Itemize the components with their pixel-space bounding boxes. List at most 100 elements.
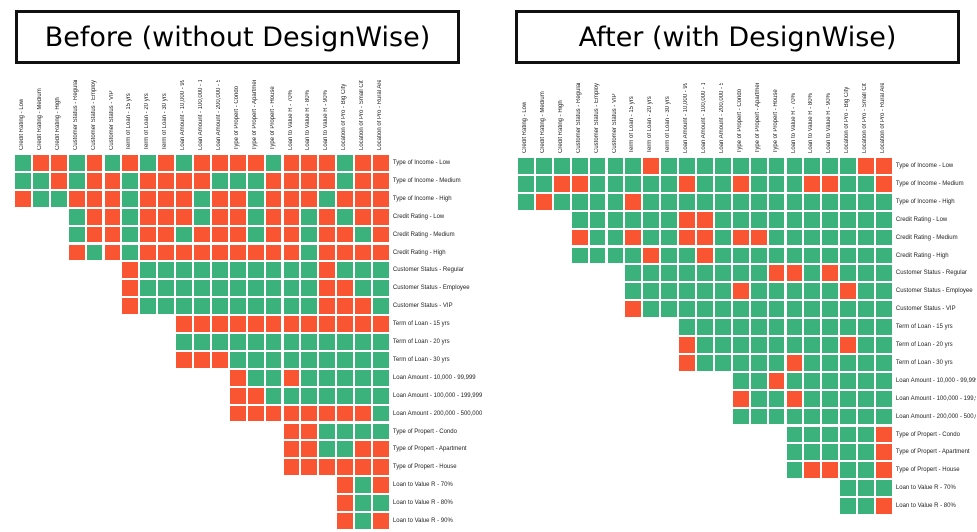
cell-covered bbox=[857, 461, 875, 480]
cell-covered bbox=[713, 246, 732, 265]
cell-covered bbox=[839, 264, 858, 283]
row-label: Customer Status - Employee bbox=[392, 285, 470, 292]
cell-conflict bbox=[157, 171, 176, 190]
cell-covered bbox=[318, 368, 337, 387]
column-label: Loan to Value R - 80% bbox=[305, 90, 312, 150]
cell-conflict bbox=[821, 174, 840, 193]
row-label: Loan to Value R - 70% bbox=[895, 485, 956, 492]
cell-conflict bbox=[534, 192, 553, 211]
cell-covered bbox=[749, 407, 768, 426]
cell-conflict bbox=[264, 171, 283, 190]
cell-conflict bbox=[785, 353, 804, 372]
cell-covered bbox=[139, 261, 158, 280]
cell-covered bbox=[660, 282, 679, 301]
row-label: Type of Income - Low bbox=[895, 163, 954, 169]
cell-covered bbox=[354, 512, 372, 530]
cell-conflict bbox=[696, 246, 714, 265]
cell-covered bbox=[875, 318, 893, 336]
cell-covered bbox=[372, 279, 390, 298]
cell-conflict bbox=[372, 243, 390, 262]
cell-conflict bbox=[731, 174, 750, 193]
cell-covered bbox=[139, 279, 158, 298]
cell-covered bbox=[857, 336, 875, 354]
cell-covered bbox=[767, 407, 786, 426]
cell-conflict bbox=[300, 315, 319, 333]
cell-conflict bbox=[318, 297, 337, 316]
cell-covered bbox=[282, 386, 301, 405]
cell-conflict bbox=[678, 174, 696, 193]
cell-conflict bbox=[372, 315, 390, 333]
cell-conflict bbox=[103, 243, 122, 262]
cell-conflict bbox=[749, 228, 768, 247]
cell-covered bbox=[857, 228, 875, 247]
cell-covered bbox=[839, 497, 858, 515]
cell-conflict bbox=[372, 154, 390, 172]
cell-covered bbox=[731, 336, 750, 354]
cell-conflict bbox=[354, 154, 372, 172]
row-label: Term of Loan - 30 yrs bbox=[895, 359, 953, 366]
column-label: Loan to Value R - 80% bbox=[808, 93, 815, 153]
cell-conflict bbox=[785, 389, 804, 408]
cell-covered bbox=[246, 261, 265, 280]
cell-conflict bbox=[336, 512, 355, 530]
cell-covered bbox=[354, 422, 372, 441]
cell-covered bbox=[300, 261, 319, 280]
cell-conflict bbox=[354, 440, 372, 459]
cell-covered bbox=[282, 297, 301, 316]
cell-conflict bbox=[282, 440, 301, 459]
cell-conflict bbox=[121, 279, 140, 298]
row-label: Loan to Value R - 80% bbox=[895, 503, 956, 510]
cell-conflict bbox=[875, 461, 893, 480]
cell-covered bbox=[246, 368, 265, 387]
cell-conflict bbox=[228, 315, 247, 333]
cell-conflict bbox=[803, 461, 822, 480]
cell-covered bbox=[713, 282, 732, 301]
cell-covered bbox=[246, 225, 265, 244]
cell-covered bbox=[749, 389, 768, 408]
cell-conflict bbox=[282, 458, 301, 477]
cell-conflict bbox=[193, 243, 211, 262]
cell-covered bbox=[803, 318, 822, 336]
cell-covered bbox=[749, 353, 768, 372]
cell-covered bbox=[606, 246, 625, 265]
row-label: Loan Amount - 10,000 - 99,999 bbox=[895, 377, 976, 384]
cell-conflict bbox=[731, 282, 750, 301]
cell-covered bbox=[336, 207, 355, 226]
cell-conflict bbox=[318, 207, 337, 226]
cell-covered bbox=[767, 228, 786, 247]
column-label: Credit Rating - Medium bbox=[539, 91, 546, 153]
cell-covered bbox=[839, 353, 858, 372]
cell-covered bbox=[839, 425, 858, 444]
cell-conflict bbox=[85, 207, 104, 226]
cell-covered bbox=[857, 210, 875, 229]
column-label: Location of Pro - Small City bbox=[359, 80, 366, 150]
row-label: Type of Propert - Apartment bbox=[392, 446, 467, 453]
cell-conflict bbox=[875, 425, 893, 444]
cell-covered bbox=[803, 264, 822, 283]
cell-covered bbox=[246, 297, 265, 316]
cell-covered bbox=[839, 389, 858, 408]
cell-covered bbox=[857, 443, 875, 462]
cell-covered bbox=[336, 154, 355, 172]
cell-conflict bbox=[300, 440, 319, 459]
cell-conflict bbox=[354, 207, 372, 226]
cell-conflict bbox=[875, 443, 893, 462]
cell-conflict bbox=[354, 171, 372, 190]
cell-covered bbox=[713, 174, 732, 193]
cell-covered bbox=[157, 297, 176, 316]
row-label: Customer Status - VIP bbox=[392, 303, 453, 310]
cell-covered bbox=[749, 300, 768, 319]
cell-covered bbox=[517, 192, 535, 211]
cell-conflict bbox=[624, 192, 643, 211]
cell-covered bbox=[803, 443, 822, 462]
cell-covered bbox=[857, 407, 875, 426]
after-title: After (with DesignWise) bbox=[515, 10, 960, 64]
cell-covered bbox=[696, 157, 714, 175]
column-label: Location of Pro - Big City bbox=[341, 83, 348, 150]
cell-covered bbox=[67, 154, 86, 172]
cell-covered bbox=[785, 228, 804, 247]
cell-conflict bbox=[228, 386, 247, 405]
cell-covered bbox=[713, 336, 732, 354]
cell-covered bbox=[696, 336, 714, 354]
cell-conflict bbox=[354, 315, 372, 333]
